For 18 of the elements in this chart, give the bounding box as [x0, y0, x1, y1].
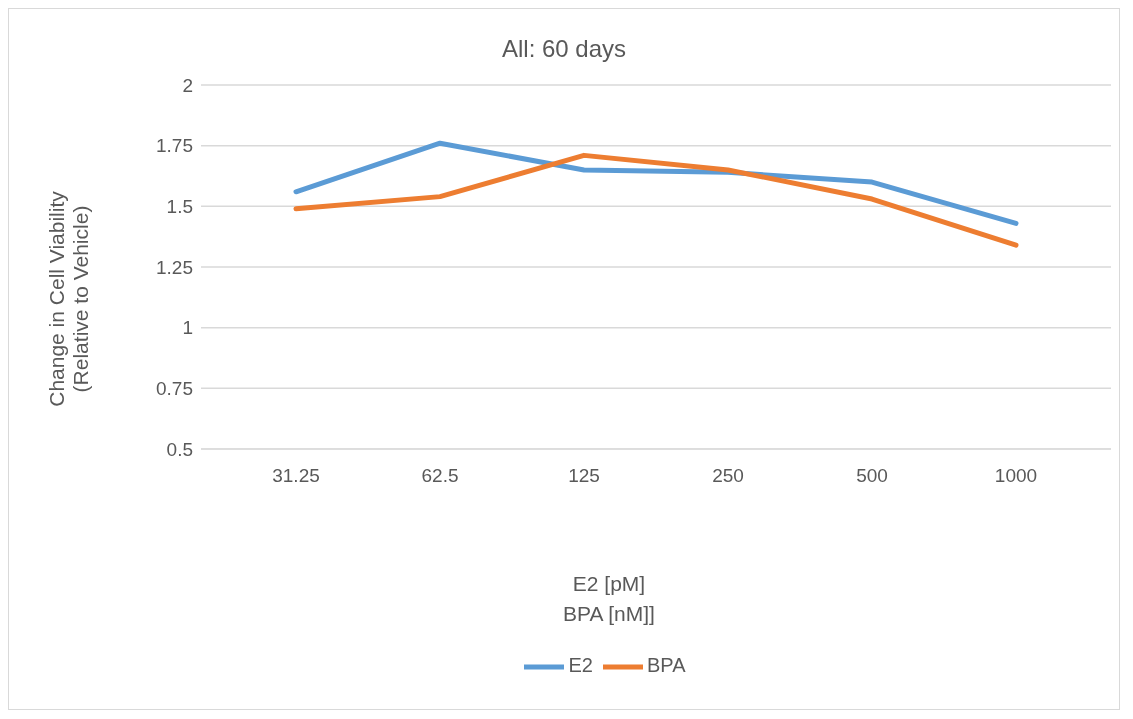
y-tick-label: 0.75: [156, 378, 193, 400]
y-tick-label: 2: [182, 74, 193, 96]
y-tick-label: 0.5: [166, 438, 193, 460]
x-tick-label: 62.5: [421, 465, 459, 487]
legend-label: E2: [568, 654, 593, 677]
legend-label: BPA: [646, 654, 686, 677]
y-tick-label: 1.75: [156, 135, 193, 157]
x-tick-label: 31.25: [272, 465, 320, 487]
y-axis-title: Change in Cell Viability (Relative to Vehicle): [45, 191, 93, 407]
x-axis-title: E2 [pM] BPA [nM]]: [562, 571, 656, 627]
y-tick-label: 1: [182, 317, 193, 339]
x-tick-label: 500: [856, 465, 888, 487]
x-tick-label: 125: [568, 465, 600, 487]
y-tick-label: 1.25: [156, 256, 193, 278]
y-tick-label: 1.5: [166, 196, 193, 218]
chart-title: All: 60 days: [500, 35, 628, 63]
x-tick-label: 250: [712, 465, 744, 487]
x-tick-label: 1000: [994, 465, 1038, 487]
